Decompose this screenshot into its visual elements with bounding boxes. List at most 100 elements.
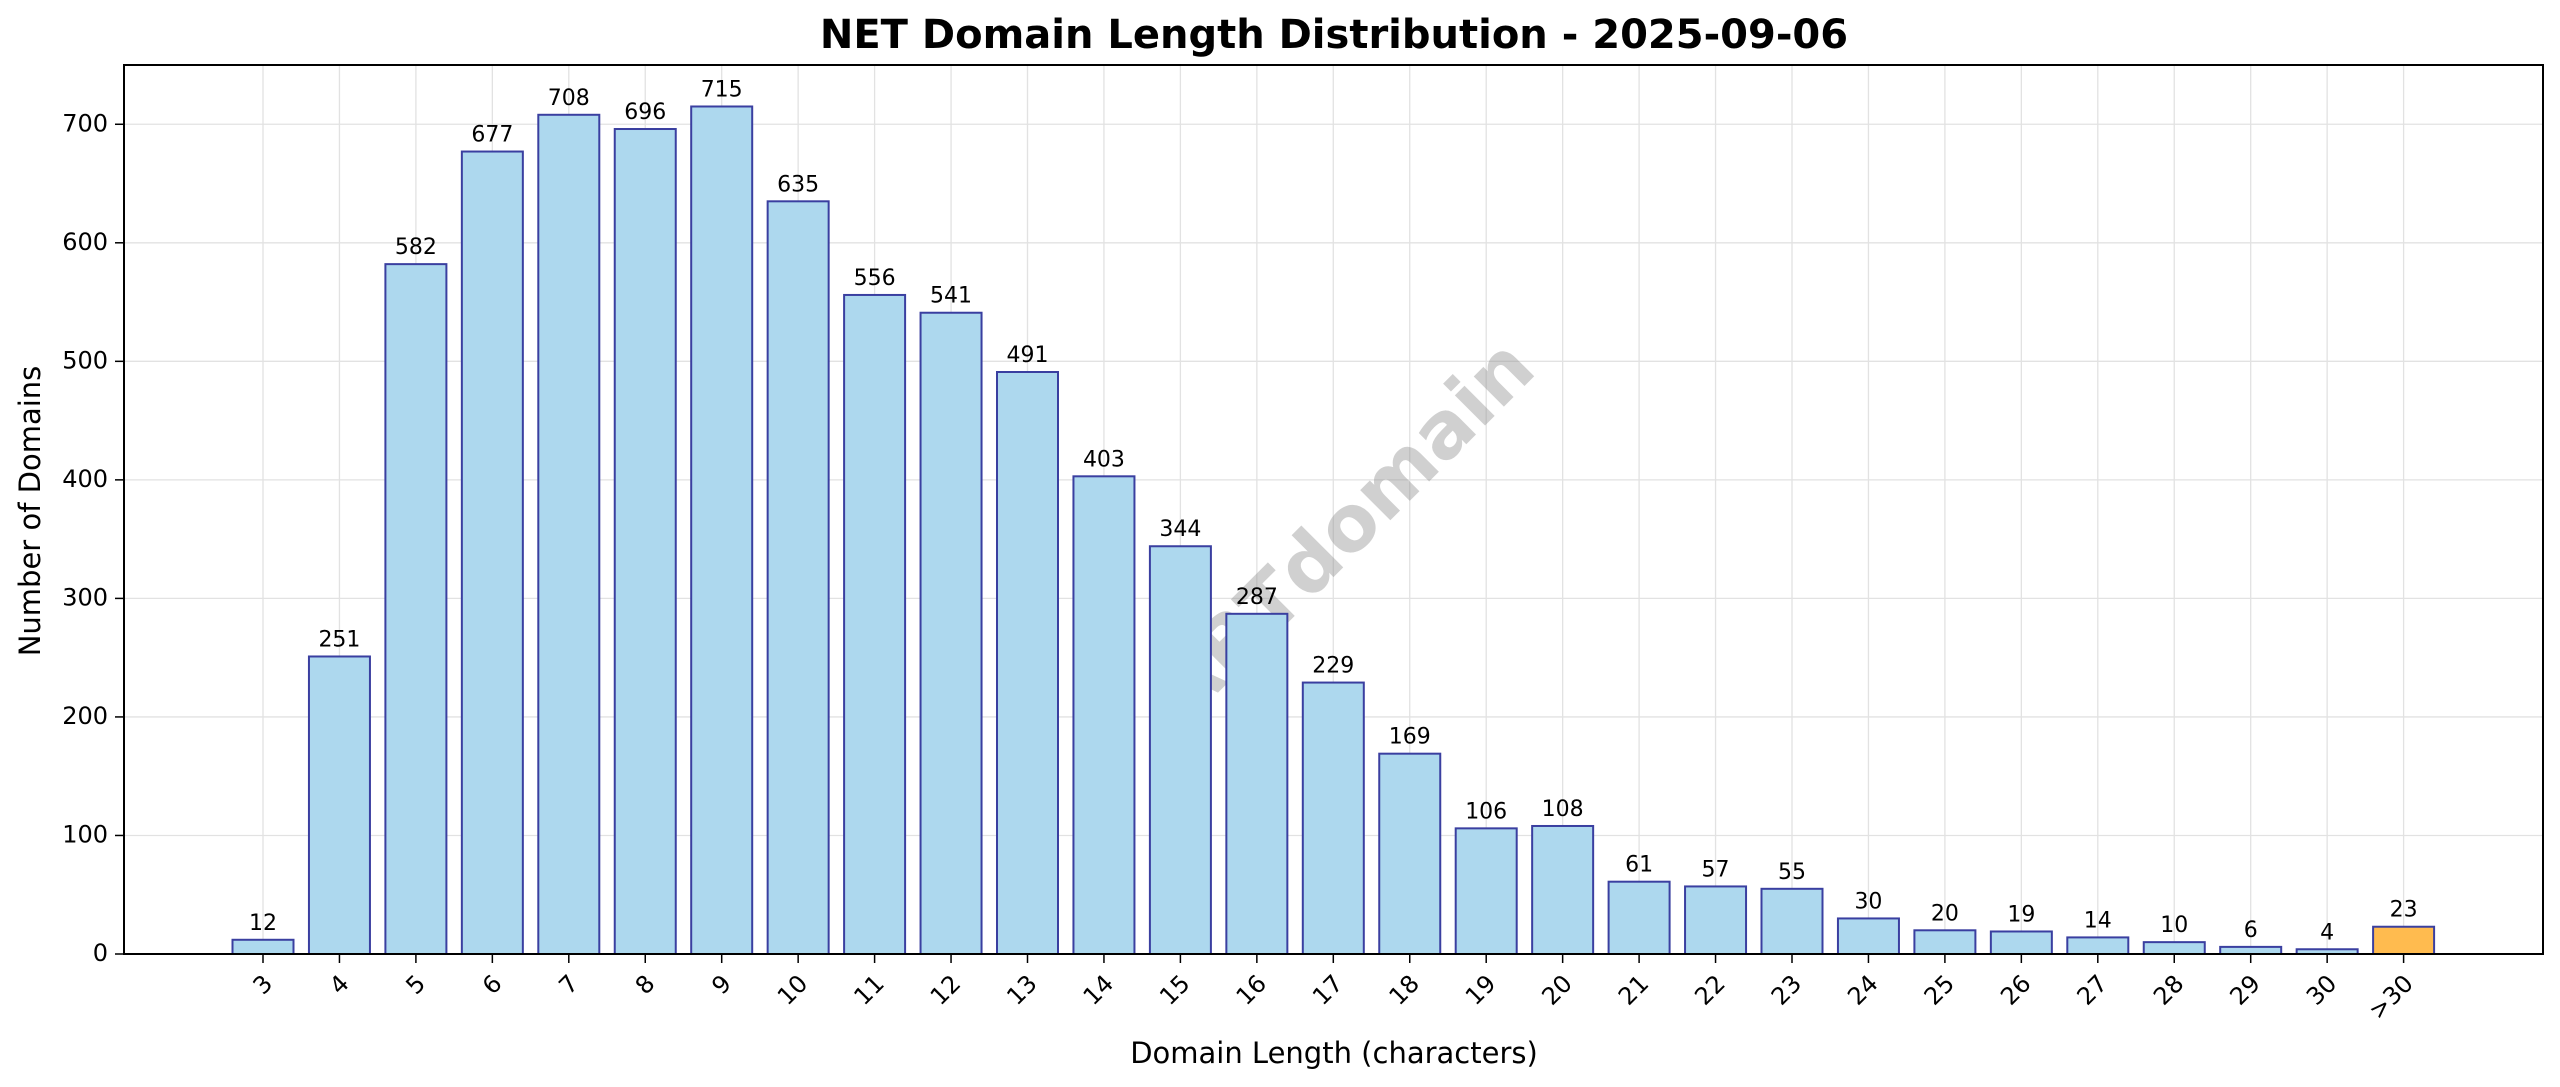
x-tick-label-20: 20 <box>1536 969 1577 1010</box>
x-tick-label-11: 11 <box>848 969 889 1010</box>
x-tick-label-8: 8 <box>630 969 661 1000</box>
bar-8 <box>613 128 677 955</box>
x-tick-label-13: 13 <box>1001 969 1042 1010</box>
x-tick-label-19: 19 <box>1460 969 1501 1010</box>
bar-9 <box>690 105 754 955</box>
bar-22 <box>1684 885 1748 955</box>
bar-18 <box>1378 752 1442 955</box>
bar-11 <box>843 293 907 956</box>
x-axis-label: Domain Length (characters) <box>1130 1036 1538 1070</box>
x-tick-label-17: 17 <box>1307 969 1348 1010</box>
data-label-4: 251 <box>318 627 360 652</box>
y-tick-label-0: 0 <box>93 939 108 967</box>
x-axis-ticks: 3 4 5 6 7 8 9 10 11 12 13 14 15 16 17 18 19 20 21 22 23 24 25 2… <box>248 954 2419 1025</box>
bar-6 <box>460 150 524 955</box>
data-label-11: 556 <box>854 266 896 291</box>
data-label-25: 20 <box>1931 901 1959 926</box>
y-tick-label-500: 500 <box>62 346 108 374</box>
bar-28 <box>2142 941 2206 956</box>
y-tick-label-100: 100 <box>62 820 108 848</box>
bar-19 <box>1454 827 1518 956</box>
x-tick-label-6: 6 <box>477 969 508 1000</box>
data-label-6: 677 <box>471 123 513 148</box>
bar-5 <box>384 263 448 955</box>
x-tick-label-5: 5 <box>400 969 431 1000</box>
data-label-13: 491 <box>1007 343 1049 368</box>
bar-12 <box>919 311 983 955</box>
data-label-26: 19 <box>2007 902 2035 927</box>
bar->30 <box>2372 925 2436 955</box>
bar-26 <box>1989 930 2053 955</box>
data-label-30: 4 <box>2320 920 2334 945</box>
data-label-3: 12 <box>249 911 277 936</box>
bar-17 <box>1301 681 1365 955</box>
y-tick-label-200: 200 <box>62 702 108 730</box>
data-label-17: 229 <box>1312 654 1354 679</box>
data-label-23: 55 <box>1778 860 1806 885</box>
data-label-18: 169 <box>1389 725 1431 750</box>
bar-16 <box>1225 612 1289 955</box>
y-tick-label-300: 300 <box>62 583 108 611</box>
data-label-20: 108 <box>1542 797 1584 822</box>
y-tick-label-600: 600 <box>62 228 108 256</box>
x-tick-label-25: 25 <box>1919 969 1960 1010</box>
bar-15 <box>1148 545 1212 956</box>
bar-21 <box>1607 880 1671 955</box>
x-tick-label-21: 21 <box>1613 969 1654 1010</box>
x-tick-label-24: 24 <box>1842 969 1883 1010</box>
data-label-14: 403 <box>1083 447 1125 472</box>
bar-4 <box>307 655 371 955</box>
x-tick-label-27: 27 <box>2072 969 2113 1010</box>
data-label-28: 10 <box>2160 913 2188 938</box>
data-label-27: 14 <box>2084 908 2112 933</box>
x-tick-label-3: 3 <box>248 969 279 1000</box>
bar-25 <box>1913 929 1977 956</box>
data-label-7: 708 <box>548 86 590 111</box>
data-label->30: 23 <box>2390 898 2418 923</box>
x-tick-label-15: 15 <box>1154 969 1195 1010</box>
x-tick-label-7: 7 <box>553 969 584 1000</box>
data-label-22: 57 <box>1702 857 1730 882</box>
bar-24 <box>1836 917 1900 956</box>
y-axis-label: Number of Domains <box>13 366 47 657</box>
data-label-15: 344 <box>1159 517 1201 542</box>
x-tick-label-12: 12 <box>925 969 966 1010</box>
x-tick-label-28: 28 <box>2148 969 2189 1010</box>
data-label-24: 30 <box>1854 889 1882 914</box>
chart-title: NET Domain Length Distribution - 2025-09… <box>820 12 1848 58</box>
data-label-21: 61 <box>1625 853 1653 878</box>
x-tick-label-4: 4 <box>324 969 355 1000</box>
y-tick-label-400: 400 <box>62 465 108 493</box>
data-label-12: 541 <box>930 284 972 309</box>
y-axis-ticks: 0 100 200 300 400 500 600 700 <box>62 109 124 967</box>
data-label-10: 635 <box>777 172 819 197</box>
bar-7 <box>537 113 601 955</box>
x-tick-label-26: 26 <box>1995 969 2036 1010</box>
data-label-8: 696 <box>624 100 666 125</box>
bar-29 <box>2219 945 2283 956</box>
data-labels: 1225158267770869671563555654149140334428… <box>249 77 2418 945</box>
data-label-9: 715 <box>701 77 743 102</box>
x-tick-label-10: 10 <box>772 969 813 1010</box>
bar-10 <box>766 200 830 955</box>
x-tick-label-22: 22 <box>1689 969 1730 1010</box>
x-tick-label-9: 9 <box>706 969 737 1000</box>
x-tick-label-23: 23 <box>1766 969 1807 1010</box>
data-label-29: 6 <box>2244 918 2258 943</box>
x-tick-label-30: 30 <box>2301 969 2342 1010</box>
bars <box>231 105 2436 956</box>
y-tick-label-700: 700 <box>62 109 108 137</box>
bar-13 <box>996 371 1059 955</box>
bar-23 <box>1760 887 1824 955</box>
bar-27 <box>2066 936 2130 956</box>
bar-14 <box>1072 475 1136 955</box>
data-label-16: 287 <box>1236 585 1278 610</box>
bar-20 <box>1531 824 1595 956</box>
x-tick-label->30: >30 <box>2363 969 2419 1025</box>
x-tick-label-14: 14 <box>1078 969 1119 1010</box>
x-tick-label-29: 29 <box>2224 969 2265 1010</box>
data-label-5: 582 <box>395 235 437 260</box>
x-tick-label-18: 18 <box>1384 969 1425 1010</box>
data-label-19: 106 <box>1465 799 1507 824</box>
